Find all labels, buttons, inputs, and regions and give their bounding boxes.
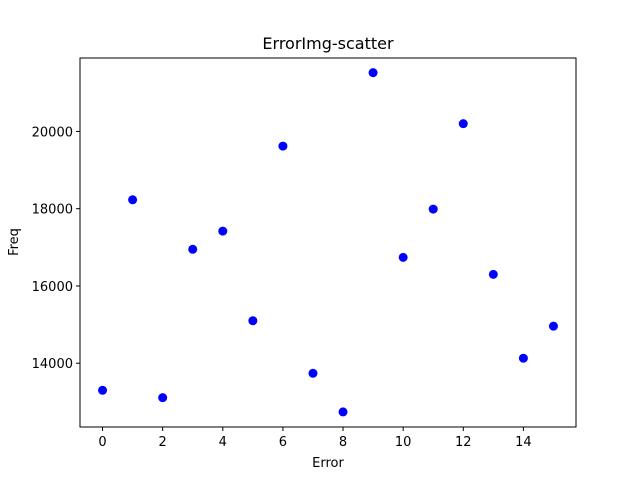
x-tick-label: 2 bbox=[159, 435, 167, 450]
y-tick-label: 14000 bbox=[32, 357, 73, 372]
axis-ticks: 0 2 4 6 8 10 12 14 14000 16000 18000 20000 bbox=[32, 125, 532, 450]
plot-area-frame bbox=[79, 57, 577, 428]
chart-title: ErrorImg-scatter bbox=[262, 34, 394, 53]
scatter-point bbox=[398, 252, 408, 262]
x-tick-label: 10 bbox=[395, 435, 412, 450]
scatter-point bbox=[458, 119, 468, 129]
y-tick-label: 18000 bbox=[32, 203, 73, 218]
scatter-point bbox=[158, 393, 168, 403]
y-tick-label: 20000 bbox=[32, 125, 73, 140]
x-tick-label: 8 bbox=[339, 435, 347, 450]
scatter-point bbox=[518, 353, 528, 363]
scatter-point bbox=[218, 226, 228, 236]
scatter-point bbox=[548, 321, 558, 331]
scatter-point bbox=[308, 368, 318, 378]
x-tick-label: 14 bbox=[515, 435, 532, 450]
scatter-point bbox=[278, 141, 288, 151]
scatter-point bbox=[428, 204, 438, 214]
x-tick-label: 4 bbox=[219, 435, 227, 450]
y-axis-label: Freq bbox=[7, 228, 22, 256]
y-tick-label: 16000 bbox=[32, 280, 73, 295]
scatter-point bbox=[368, 68, 378, 78]
scatter-point bbox=[248, 316, 258, 326]
scatter-point bbox=[338, 407, 348, 417]
x-tick-label: 0 bbox=[98, 435, 106, 450]
scatter-point bbox=[488, 269, 498, 279]
scatter-points bbox=[98, 68, 558, 417]
scatter-point bbox=[188, 244, 198, 254]
scatter-point bbox=[128, 195, 138, 205]
scatter-point bbox=[98, 385, 108, 395]
x-tick-label: 12 bbox=[455, 435, 472, 450]
x-axis-label: Error bbox=[312, 456, 344, 471]
x-tick-label: 6 bbox=[279, 435, 287, 450]
